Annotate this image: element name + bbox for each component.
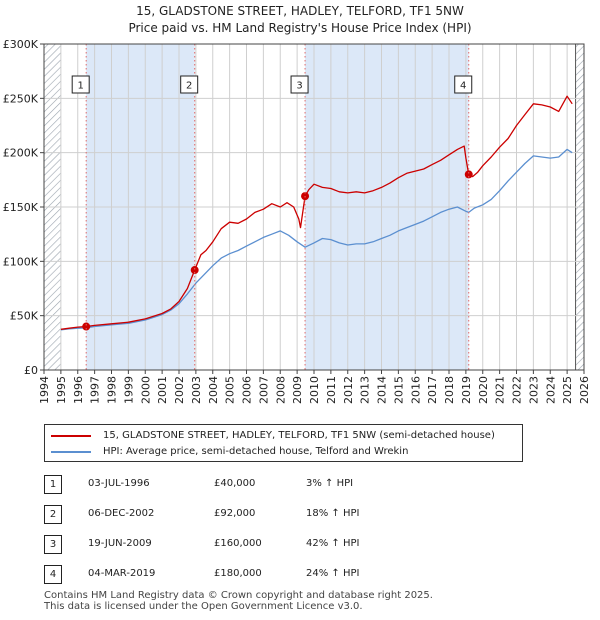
- legend-label-price: 15, GLADSTONE STREET, HADLEY, TELFORD, T…: [103, 430, 495, 441]
- x-tick-label: 2006: [241, 376, 254, 404]
- sale-point: [82, 322, 91, 331]
- x-tick-label: 2001: [156, 376, 169, 404]
- sale-marker-box: [71, 75, 90, 94]
- x-tick-label: 1996: [72, 376, 85, 404]
- transaction-price: £180,000: [214, 568, 262, 579]
- x-tick-label: 2024: [544, 376, 557, 404]
- transaction-date: 03-JUL-1996: [88, 478, 150, 489]
- transaction-number: 4: [44, 565, 62, 584]
- transaction-hpi: 18% ↑ HPI: [306, 508, 360, 519]
- x-tick-label: 2010: [308, 376, 321, 404]
- y-tick-label: £50K: [10, 310, 39, 323]
- x-tick-label: 2009: [291, 376, 304, 404]
- chart-title: 15, GLADSTONE STREET, HADLEY, TELFORD, T…: [0, 3, 600, 37]
- transaction-row: 4 04-MAR-2019 £180,000 24% ↑ HPI: [44, 564, 404, 584]
- footer-licence: This data is licensed under the Open Gov…: [44, 601, 363, 612]
- transaction-row: 1 03-JUL-1996 £40,000 3% ↑ HPI: [44, 474, 404, 494]
- y-tick-label: £100K: [3, 255, 39, 268]
- x-tick-label: 1999: [122, 376, 135, 404]
- x-tick-label: 2023: [527, 376, 540, 404]
- sale-marker-label: 3: [296, 81, 302, 92]
- transaction-row: 3 19-JUN-2009 £160,000 42% ↑ HPI: [44, 534, 404, 554]
- x-tick-label: 2017: [426, 376, 439, 404]
- transaction-number: 3: [44, 535, 62, 554]
- x-tick-label: 2011: [325, 376, 338, 404]
- footer: Contains HM Land Registry data © Crown c…: [44, 590, 433, 612]
- sale-marker-box: [454, 75, 473, 94]
- x-tick-label: 2022: [511, 376, 524, 404]
- x-tick-label: 2002: [173, 376, 186, 404]
- sale-marker-label: 1: [78, 81, 84, 92]
- y-tick-label: £250K: [3, 92, 39, 105]
- transaction-number: 1: [44, 475, 62, 494]
- x-tick-label: 2025: [561, 376, 574, 404]
- legend-swatch-price: [51, 435, 91, 437]
- transaction-date: 19-JUN-2009: [88, 538, 152, 549]
- sale-point: [464, 170, 473, 179]
- hpi-line: [60, 148, 573, 331]
- x-tick-label: 1994: [38, 376, 51, 404]
- transaction-date: 06-DEC-2002: [88, 508, 155, 519]
- x-tick-label: 2012: [342, 376, 355, 404]
- x-tick-label: 2007: [257, 376, 270, 404]
- x-tick-label: 2015: [392, 376, 405, 404]
- x-tick-label: 2016: [409, 376, 422, 404]
- y-tick-label: £150K: [3, 201, 39, 214]
- x-tick-label: 2003: [190, 376, 203, 404]
- sale-marker-label: 2: [186, 81, 192, 92]
- x-tick-label: 2004: [207, 376, 220, 404]
- sale-marker-box: [290, 75, 309, 94]
- x-tick-label: 2021: [494, 376, 507, 404]
- y-tick-label: £0: [24, 364, 38, 377]
- title-line-1: 15, GLADSTONE STREET, HADLEY, TELFORD, T…: [136, 4, 464, 18]
- transaction-date: 04-MAR-2019: [88, 568, 156, 579]
- transaction-price: £40,000: [214, 478, 256, 489]
- legend-swatch-hpi: [51, 451, 91, 453]
- transaction-hpi: 24% ↑ HPI: [306, 568, 360, 579]
- transaction-hpi: 3% ↑ HPI: [306, 478, 354, 489]
- transaction-price: £92,000: [214, 508, 256, 519]
- x-tick-label: 1995: [55, 376, 68, 404]
- title-line-2: Price paid vs. HM Land Registry's House …: [128, 21, 472, 35]
- transaction-number: 2: [44, 505, 62, 524]
- footer-copyright: Contains HM Land Registry data © Crown c…: [44, 590, 433, 601]
- price-chart: 1 2 3 4 £0 £50K £100K £150K £200K £250K £300K 1994…: [3, 38, 591, 404]
- x-tick-label: 2008: [274, 376, 287, 404]
- sale-marker-label: 4: [460, 81, 466, 92]
- legend-label-hpi: HPI: Average price, semi-detached house,…: [103, 446, 409, 457]
- x-tick-label: 1997: [89, 376, 102, 404]
- transaction-price: £160,000: [214, 538, 262, 549]
- transaction-row: 2 06-DEC-2002 £92,000 18% ↑ HPI: [44, 504, 404, 524]
- price-paid-line: [60, 95, 573, 330]
- x-tick-label: 2019: [460, 376, 473, 404]
- x-tick-label: 1998: [106, 376, 119, 404]
- sale-marker-box: [180, 75, 199, 94]
- legend: 15, GLADSTONE STREET, HADLEY, TELFORD, T…: [44, 424, 523, 462]
- x-tick-label: 2020: [477, 376, 490, 404]
- x-tick-label: 2005: [224, 376, 237, 404]
- transaction-hpi: 42% ↑ HPI: [306, 538, 360, 549]
- x-tick-label: 2000: [139, 376, 152, 404]
- y-tick-label: £200K: [3, 147, 39, 160]
- y-tick-label: £300K: [3, 38, 39, 51]
- x-tick-label: 2013: [359, 376, 372, 404]
- sale-point: [190, 266, 199, 275]
- x-tick-label: 2018: [443, 376, 456, 404]
- x-tick-label: 2026: [578, 376, 591, 404]
- x-tick-label: 2014: [376, 376, 389, 404]
